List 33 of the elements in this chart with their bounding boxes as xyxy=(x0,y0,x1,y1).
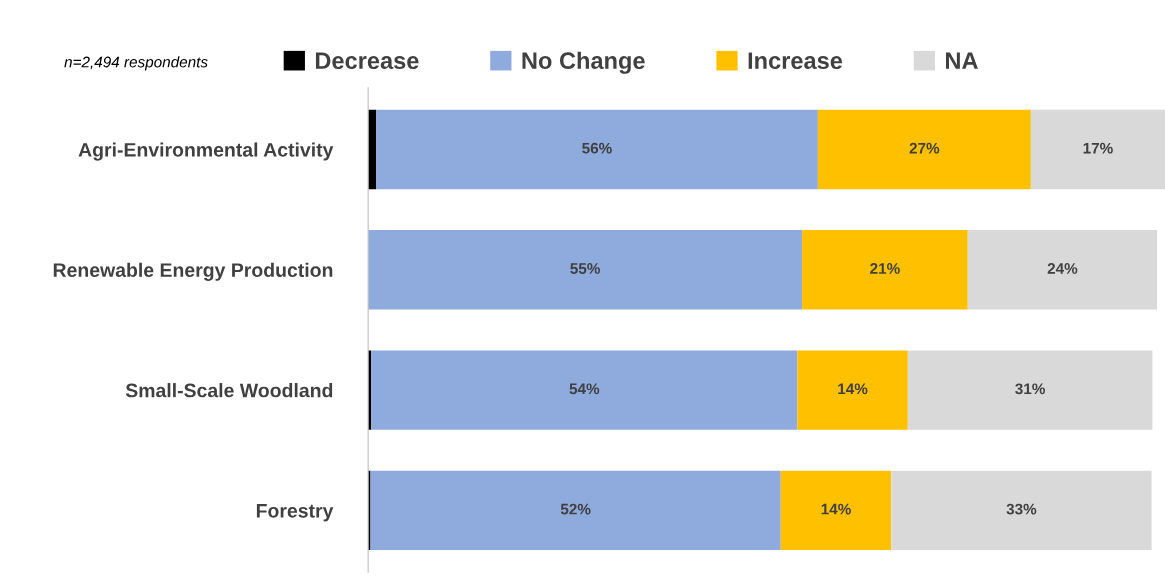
bar xyxy=(368,230,803,310)
y-tick-label: Agri-Environmental Activity xyxy=(78,142,334,161)
data-label: 17% xyxy=(1083,142,1113,154)
bar xyxy=(371,350,798,430)
y-tick-label: Renewable Energy Production xyxy=(53,262,333,281)
data-label: 52% xyxy=(560,503,591,515)
bar xyxy=(891,470,1152,551)
data-label: 54% xyxy=(569,383,600,395)
legend-label: NA xyxy=(945,52,978,69)
legend-label: Decrease xyxy=(315,52,419,70)
legend-label: Increase xyxy=(748,52,843,70)
y-tick-label: Forestry xyxy=(256,504,334,522)
data-label: 31% xyxy=(1015,383,1045,395)
data-label: 14% xyxy=(838,383,868,395)
bar xyxy=(797,350,908,430)
bar xyxy=(802,230,968,310)
bar xyxy=(370,470,781,551)
data-label: 56% xyxy=(582,142,612,154)
data-label: 24% xyxy=(1047,263,1078,274)
bar xyxy=(1030,109,1165,190)
data-label: 14% xyxy=(821,503,851,515)
legend-label: No Change xyxy=(522,51,645,74)
y-tick-label: Small-Scale Woodland xyxy=(125,383,333,398)
data-label: 55% xyxy=(570,263,600,274)
bar xyxy=(817,109,1031,190)
data-label: 27% xyxy=(909,142,940,154)
text: n=2,494 respondents xyxy=(64,56,208,71)
bar xyxy=(967,230,1158,310)
bar xyxy=(376,109,818,190)
data-label: 21% xyxy=(870,263,900,274)
bar xyxy=(907,350,1153,430)
data-label: 33% xyxy=(1006,503,1037,515)
bar xyxy=(780,470,892,551)
